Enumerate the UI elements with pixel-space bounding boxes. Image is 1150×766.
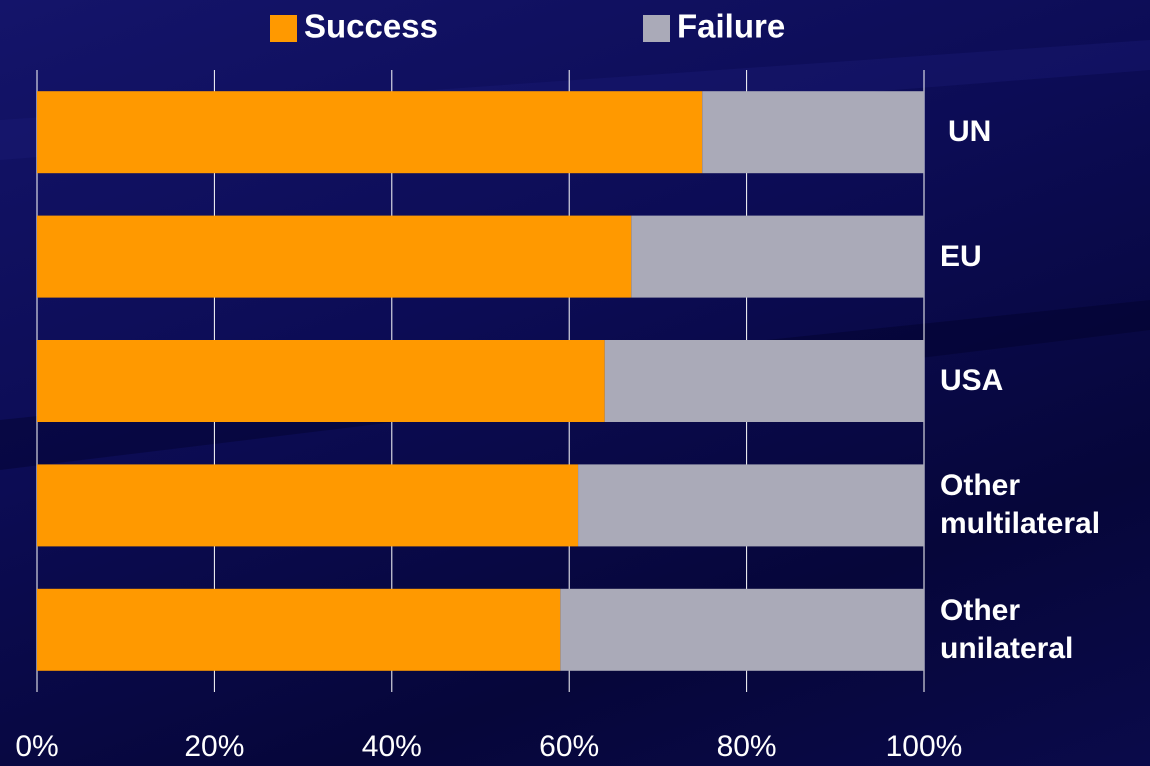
category-label: Other unilateral <box>940 593 1074 665</box>
bar-segment <box>37 588 561 671</box>
bar-segment <box>631 215 924 298</box>
bar-segment <box>37 464 579 547</box>
category-label: USA <box>940 364 1004 397</box>
bar-segment <box>37 91 703 174</box>
bar-segment <box>37 215 632 298</box>
legend-swatch <box>270 15 297 42</box>
x-tick-label: 0% <box>15 730 58 763</box>
bar-segment <box>37 340 605 422</box>
legend-label: Success <box>304 8 438 45</box>
category-label: Other multilateral <box>940 469 1101 541</box>
legend-swatch <box>643 15 670 42</box>
x-tick-label: 80% <box>717 730 777 763</box>
x-tick-label: 60% <box>539 730 599 763</box>
bar-segment <box>604 340 924 422</box>
x-tick-label: 20% <box>184 730 244 763</box>
bar-segment <box>560 588 924 671</box>
bar-segment <box>578 464 924 547</box>
legend-label: Failure <box>677 8 785 45</box>
x-tick-label: 40% <box>362 730 422 763</box>
bar-segment <box>702 91 924 174</box>
category-label: UN <box>948 115 992 149</box>
x-tick-label: 100% <box>886 730 963 763</box>
category-label: EU <box>940 239 982 273</box>
